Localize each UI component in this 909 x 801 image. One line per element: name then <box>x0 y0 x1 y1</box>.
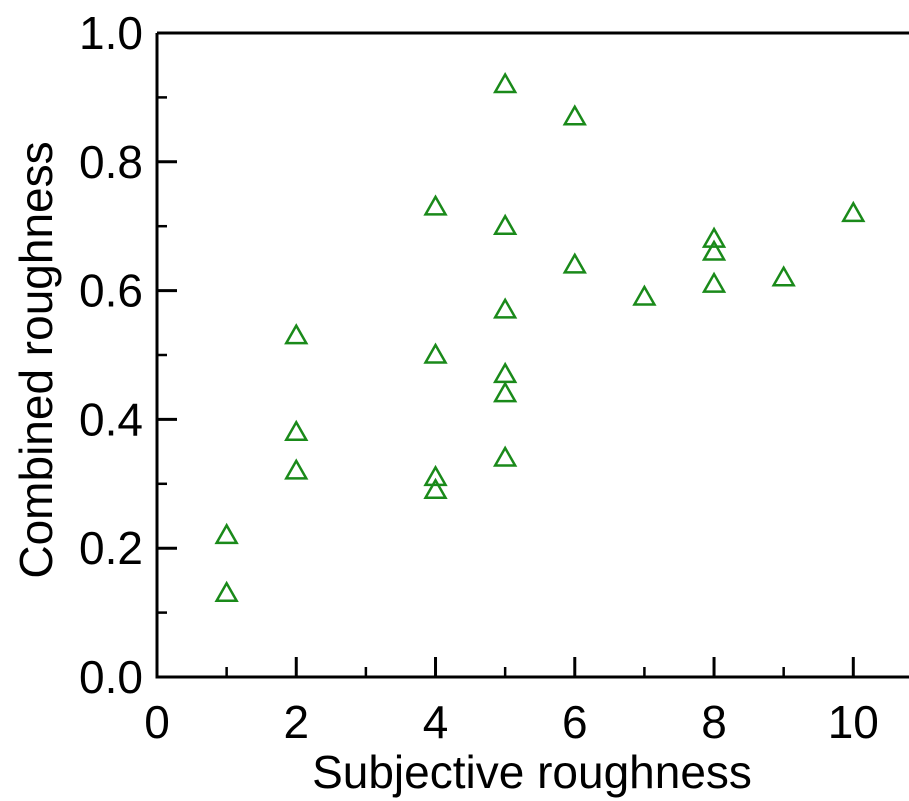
data-point <box>701 271 727 293</box>
data-point <box>492 361 518 384</box>
x-tick-label: 6 <box>562 696 588 748</box>
x-axis-title: Subjective roughness <box>312 746 752 798</box>
x-tick-label: 2 <box>283 696 309 748</box>
y-tick-label: 0.0 <box>79 651 143 703</box>
x-tick-label: 4 <box>423 696 449 748</box>
data-point <box>492 381 518 403</box>
data-point <box>492 213 518 235</box>
axis-ticks <box>155 31 855 679</box>
data-point <box>284 458 309 480</box>
x-tick-label: 0 <box>144 696 170 748</box>
data-point <box>214 522 239 545</box>
data-point <box>701 226 727 248</box>
data-points <box>214 72 866 603</box>
data-point <box>423 194 448 216</box>
data-point <box>492 72 518 94</box>
data-point <box>701 239 727 261</box>
y-tick-label: 0.4 <box>79 393 143 445</box>
data-point <box>841 200 866 223</box>
data-point <box>632 284 657 306</box>
data-point <box>771 265 796 287</box>
data-point <box>492 445 518 467</box>
data-point <box>423 477 448 499</box>
data-point <box>284 419 309 442</box>
y-tick-label: 1.0 <box>79 7 143 59</box>
y-tick-label: 0.6 <box>79 265 143 317</box>
y-tick-label: 0.8 <box>79 136 143 188</box>
y-axis-title: Combined roughness <box>10 141 62 578</box>
data-point <box>284 323 309 345</box>
x-tick-label: 8 <box>701 696 727 748</box>
data-point <box>492 297 518 319</box>
x-tick-label: 10 <box>828 696 879 748</box>
data-point <box>214 580 239 603</box>
plot-axes <box>155 31 909 679</box>
data-point <box>423 342 448 364</box>
data-point <box>423 464 448 487</box>
data-point <box>562 104 587 126</box>
tick-labels: 0 2 4 6 8 10 0.0 0.2 0.4 0.6 0.8 1.0 <box>79 7 879 748</box>
y-tick-label: 0.2 <box>79 522 143 574</box>
data-point <box>562 252 587 274</box>
